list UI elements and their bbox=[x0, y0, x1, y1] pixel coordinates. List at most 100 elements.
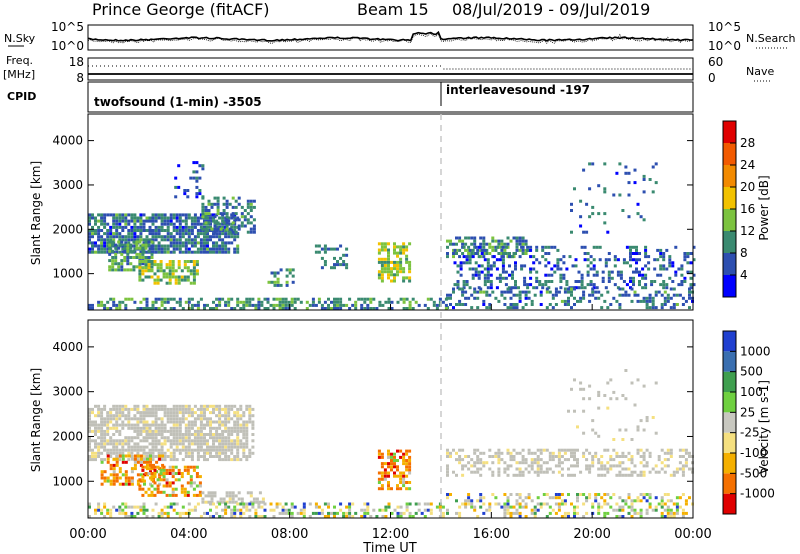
velocity-cell bbox=[124, 473, 128, 477]
power-cell bbox=[523, 280, 527, 283]
velocity-cell bbox=[218, 404, 222, 408]
velocity-cell bbox=[225, 500, 229, 504]
velocity-cell bbox=[645, 461, 649, 465]
power-cell bbox=[206, 225, 209, 229]
power-cell bbox=[612, 193, 616, 197]
power-cell bbox=[175, 238, 179, 242]
velocity-cell bbox=[136, 448, 140, 452]
power-cell bbox=[462, 283, 466, 287]
velocity-cell bbox=[248, 420, 252, 424]
velocity-cell bbox=[172, 455, 176, 458]
velocity-cell bbox=[210, 491, 214, 495]
power-cell bbox=[129, 268, 133, 272]
power-cell bbox=[393, 260, 396, 264]
power-cell bbox=[662, 280, 666, 283]
velocity-cell bbox=[139, 420, 143, 424]
velocity-colorbar-swatch bbox=[723, 371, 736, 392]
power-cell bbox=[387, 270, 390, 274]
velocity-cell bbox=[272, 508, 276, 512]
power-cell bbox=[595, 270, 599, 274]
velocity-cell bbox=[97, 436, 101, 440]
velocity-colorbar-swatch bbox=[723, 351, 736, 372]
velocity-cell bbox=[100, 407, 104, 411]
power-cell bbox=[524, 242, 528, 246]
power-cell bbox=[501, 267, 505, 271]
velocity-cell bbox=[381, 515, 385, 518]
velocity-cell bbox=[212, 515, 215, 518]
power-cell bbox=[380, 245, 384, 249]
power-cell bbox=[163, 244, 167, 248]
velocity-cell bbox=[151, 458, 155, 462]
power-cell bbox=[139, 216, 143, 220]
velocity-cell bbox=[512, 448, 516, 452]
velocity-cell bbox=[639, 499, 643, 503]
velocity-cell bbox=[615, 515, 619, 518]
power-cell bbox=[663, 303, 667, 306]
power-cell bbox=[198, 176, 202, 180]
power-cell bbox=[204, 221, 208, 225]
velocity-cell bbox=[536, 464, 540, 468]
power-cell bbox=[488, 252, 492, 255]
velocity-cell bbox=[127, 411, 131, 415]
velocity-cell bbox=[666, 448, 670, 452]
power-cell bbox=[153, 263, 157, 267]
power-cell bbox=[157, 247, 161, 251]
power-cell bbox=[616, 273, 620, 277]
velocity-cell bbox=[624, 428, 628, 432]
power-cell bbox=[642, 190, 646, 194]
power-cell bbox=[221, 250, 225, 254]
power-cell bbox=[473, 287, 477, 291]
power-cell bbox=[399, 270, 403, 274]
power-cell bbox=[193, 238, 197, 242]
power-cell bbox=[198, 192, 202, 196]
velocity-cell bbox=[230, 417, 234, 421]
power-cell bbox=[579, 224, 583, 228]
velocity-cell bbox=[660, 502, 664, 506]
velocity-cell bbox=[142, 505, 146, 509]
velocity-cell bbox=[684, 464, 688, 468]
velocity-cell bbox=[591, 419, 595, 423]
power-cell bbox=[446, 252, 449, 255]
power-cell bbox=[108, 252, 112, 256]
velocity-cell bbox=[548, 458, 552, 462]
power-cell bbox=[215, 225, 219, 229]
power-cell bbox=[124, 297, 128, 301]
velocity-cell bbox=[570, 464, 573, 468]
power-cell bbox=[141, 246, 145, 250]
velocity-cell bbox=[408, 468, 412, 472]
velocity-cell bbox=[206, 417, 209, 421]
power-cell bbox=[222, 202, 226, 206]
velocity-cell bbox=[675, 467, 679, 471]
velocity-cell bbox=[642, 458, 646, 462]
power-cell bbox=[275, 297, 279, 301]
power-cell bbox=[468, 286, 472, 290]
velocity-cell bbox=[536, 473, 540, 477]
velocity-cell bbox=[639, 511, 643, 515]
velocity-cell bbox=[615, 473, 619, 477]
power-cell bbox=[231, 221, 235, 225]
velocity-cell bbox=[506, 496, 510, 500]
power-cell bbox=[686, 252, 690, 255]
velocity-cell bbox=[178, 423, 182, 427]
velocity-cell bbox=[178, 436, 182, 440]
velocity-cell bbox=[567, 467, 570, 471]
power-cell bbox=[515, 236, 519, 240]
velocity-cell bbox=[380, 487, 384, 491]
velocity-cell bbox=[557, 505, 561, 509]
velocity-cell bbox=[199, 423, 203, 427]
power-cell bbox=[467, 245, 471, 249]
power-cell bbox=[141, 278, 145, 282]
power-cell bbox=[688, 296, 691, 300]
power-cell bbox=[212, 300, 215, 304]
velocity-cell bbox=[500, 458, 504, 462]
velocity-cell bbox=[399, 481, 403, 484]
velocity-cell bbox=[245, 502, 249, 506]
velocity-cell bbox=[645, 464, 649, 468]
velocity-cell bbox=[666, 499, 670, 503]
velocity-cell bbox=[168, 484, 172, 488]
velocity-cell bbox=[148, 414, 152, 418]
power-cell bbox=[224, 232, 228, 236]
power-cell bbox=[514, 280, 517, 283]
velocity-cell bbox=[106, 439, 110, 443]
power-cell bbox=[243, 215, 247, 219]
